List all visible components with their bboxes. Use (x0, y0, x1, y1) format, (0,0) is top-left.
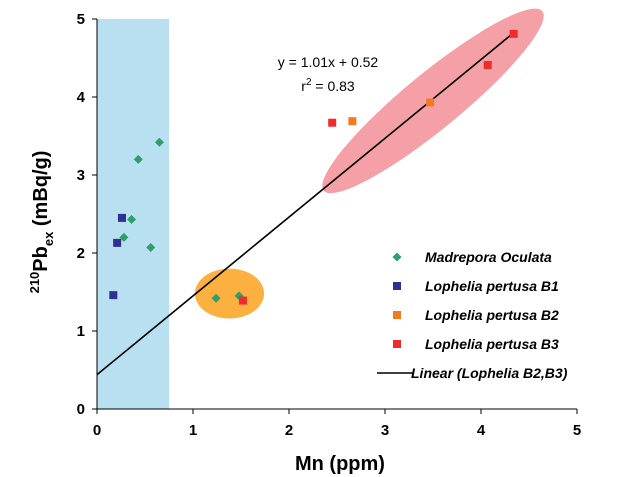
legend-label: Lophelia pertusa B2 (425, 307, 559, 323)
legend-marker-4 (393, 340, 401, 348)
x-tick-label: 1 (189, 422, 197, 439)
trendline (96, 32, 514, 376)
legend-label: Linear (Lophelia B2,B3) (411, 365, 568, 381)
point-series-1 (146, 243, 156, 253)
y-tick-label: 1 (77, 323, 85, 340)
legend-marker-1 (392, 252, 402, 262)
point-series-2 (117, 213, 126, 222)
point-series-1 (119, 232, 129, 242)
data-points (109, 29, 518, 305)
x-tick-label: 5 (573, 422, 581, 439)
y-tick-label: 3 (77, 167, 85, 184)
y-tick-label: 2 (77, 245, 85, 262)
x-tick-label: 2 (285, 422, 293, 439)
legend-marker-2 (393, 282, 401, 290)
point-series-4 (328, 118, 337, 127)
point-series-3 (426, 98, 435, 107)
low-mn-band (97, 19, 169, 409)
point-series-1 (127, 214, 137, 224)
point-series-4 (483, 61, 492, 70)
point-series-1 (154, 137, 164, 147)
point-series-2 (109, 291, 118, 300)
legend-label: Lophelia pertusa B1 (425, 278, 559, 294)
point-series-4 (238, 296, 247, 305)
trendline-equation: y = 1.01x + 0.52 (278, 54, 379, 70)
x-axis-title: Mn (ppm) (295, 453, 385, 475)
point-series-2 (113, 238, 122, 247)
point-series-1 (133, 154, 143, 164)
x-tick-label: 0 (93, 422, 101, 439)
point-series-4 (509, 29, 518, 38)
trendline-layer (96, 32, 514, 376)
axes: 0 1 2 3 4 5 0 1 2 3 4 5 (77, 11, 582, 439)
point-series-1 (211, 293, 221, 303)
y-tick-label: 0 (77, 401, 85, 418)
legend-label: Lophelia pertusa B3 (425, 336, 559, 352)
y-tick-label: 5 (77, 11, 85, 28)
r-squared-label: r2 = 0.83 (301, 77, 355, 94)
highlight-circle (194, 268, 265, 319)
legend: Madrepora Oculata Lophelia pertusa B1 Loph… (377, 249, 568, 381)
y-tick-label: 4 (77, 89, 86, 106)
x-tick-label: 4 (477, 422, 486, 439)
point-series-3 (348, 117, 357, 126)
y-axis-title: 210Pbex (mBq/g) (27, 151, 56, 294)
x-tick-label: 3 (381, 422, 389, 439)
legend-marker-3 (393, 311, 401, 319)
legend-label: Madrepora Oculata (425, 249, 552, 265)
